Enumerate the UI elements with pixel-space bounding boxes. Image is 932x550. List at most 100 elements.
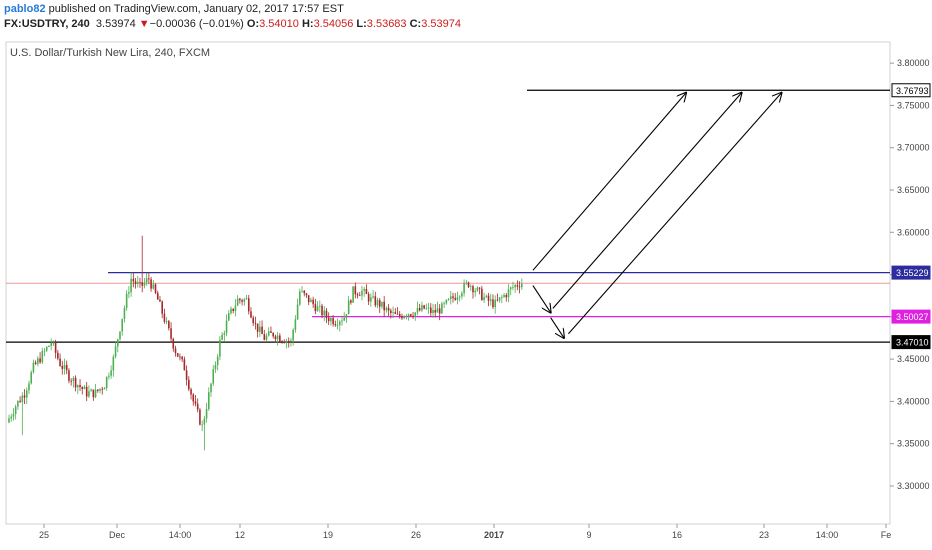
candle-body (299, 291, 301, 305)
candle-body (54, 342, 57, 353)
candle-body (154, 284, 157, 293)
candle-body (354, 286, 357, 295)
candle-body (176, 353, 179, 357)
candle-body (72, 377, 75, 382)
support-low-badge-label: 3.47010 (896, 338, 929, 348)
candle-body (108, 375, 110, 377)
candle-body (321, 305, 323, 316)
candle-body (45, 346, 48, 351)
candle-body (179, 356, 181, 358)
candle-body (148, 278, 150, 280)
x-tick-label: 25 (39, 530, 49, 540)
candle-body (381, 301, 383, 307)
candle-body (312, 299, 314, 305)
candle-body (190, 389, 192, 395)
candle-body (156, 292, 159, 300)
candle-body (281, 341, 283, 342)
candle-body (105, 376, 108, 389)
candle-body (230, 308, 232, 314)
candle-body (438, 308, 441, 314)
candle-body (139, 282, 141, 283)
candle-body (416, 308, 419, 313)
candle-body (279, 335, 281, 342)
candle-body (458, 296, 461, 298)
candle-body (128, 292, 130, 294)
candle-body (463, 283, 465, 294)
candle-body (263, 334, 266, 340)
candle-body (492, 299, 494, 308)
candle-body (481, 288, 483, 301)
support-mid-badge-label: 3.50027 (896, 312, 929, 322)
candle-body (261, 326, 263, 335)
candle-body (505, 294, 508, 298)
candle-body (374, 296, 377, 306)
candle-body (125, 293, 128, 308)
quote-bar: FX:USDTRY, 240 3.53974 ▼−0.00036 (−0.01%… (4, 17, 461, 32)
candle-body (17, 400, 19, 407)
candle-body (285, 340, 288, 343)
y-tick-label: 3.30000 (897, 481, 930, 491)
target-badge-label: 3.76793 (896, 86, 929, 96)
candle-body (201, 424, 203, 426)
candle-body (518, 286, 521, 288)
candle-body (252, 317, 254, 324)
candle-body (474, 290, 476, 293)
chart-title: U.S. Dollar/Turkish New Lira, 240, FXCM (10, 47, 210, 59)
y-tick-label: 3.65000 (897, 185, 930, 195)
y-tick-label: 3.40000 (897, 396, 930, 406)
low-projection-arrow[interactable] (568, 93, 781, 335)
candle-body (232, 308, 235, 311)
candle-body (85, 386, 88, 397)
candle-body (372, 296, 374, 298)
candle-body (256, 323, 259, 332)
mid-drop-arrow[interactable] (532, 285, 551, 313)
candle-body (434, 310, 437, 313)
x-tick-label: 26 (411, 530, 421, 540)
high-label: H: (301, 18, 314, 30)
candle-body (358, 295, 361, 297)
candle-body (361, 290, 363, 296)
candle-body (421, 305, 423, 311)
candle-body (196, 403, 199, 410)
candle-body (57, 352, 59, 359)
candle-body (330, 318, 332, 322)
candle-body (425, 308, 428, 309)
candle-body (507, 289, 510, 298)
candle-body (296, 304, 299, 320)
candle-body (112, 356, 115, 371)
candle-body (143, 282, 146, 286)
x-tick-label: 14:00 (169, 530, 192, 540)
candle-body (376, 300, 379, 306)
candle-body (165, 321, 168, 322)
mid-projection-arrow[interactable] (552, 93, 742, 309)
candle-body (74, 377, 77, 388)
candle-body (132, 278, 135, 282)
candle-body (310, 299, 312, 303)
symbol-label[interactable]: FX:USDTRY, 240 (4, 18, 90, 30)
upper-projection-arrow[interactable] (532, 93, 686, 271)
candle-body (430, 307, 432, 314)
candle-body (287, 340, 290, 342)
candle-body (392, 312, 394, 314)
candle-body (174, 348, 177, 354)
candle-body (183, 359, 186, 371)
candle-body (476, 287, 479, 291)
candle-body (10, 416, 13, 419)
low-label: L: (356, 18, 367, 30)
candle-body (496, 299, 499, 301)
candle-body (90, 389, 92, 392)
candle-body (21, 395, 24, 402)
x-tick-label: 16 (672, 530, 682, 540)
support-low-badge (891, 335, 931, 350)
candle-body (88, 391, 90, 397)
author-link[interactable]: pablo82 (4, 3, 46, 15)
candle-body (325, 310, 328, 318)
candle-body (316, 306, 319, 312)
candle-body (163, 313, 166, 322)
candle-body (59, 358, 61, 367)
candle-body (199, 409, 201, 425)
price-chart[interactable]: U.S. Dollar/Turkish New Lira, 240, FXCM … (0, 36, 932, 550)
candle-body (423, 305, 425, 309)
candle-body (119, 331, 121, 340)
low-drop-arrow[interactable] (550, 317, 564, 338)
